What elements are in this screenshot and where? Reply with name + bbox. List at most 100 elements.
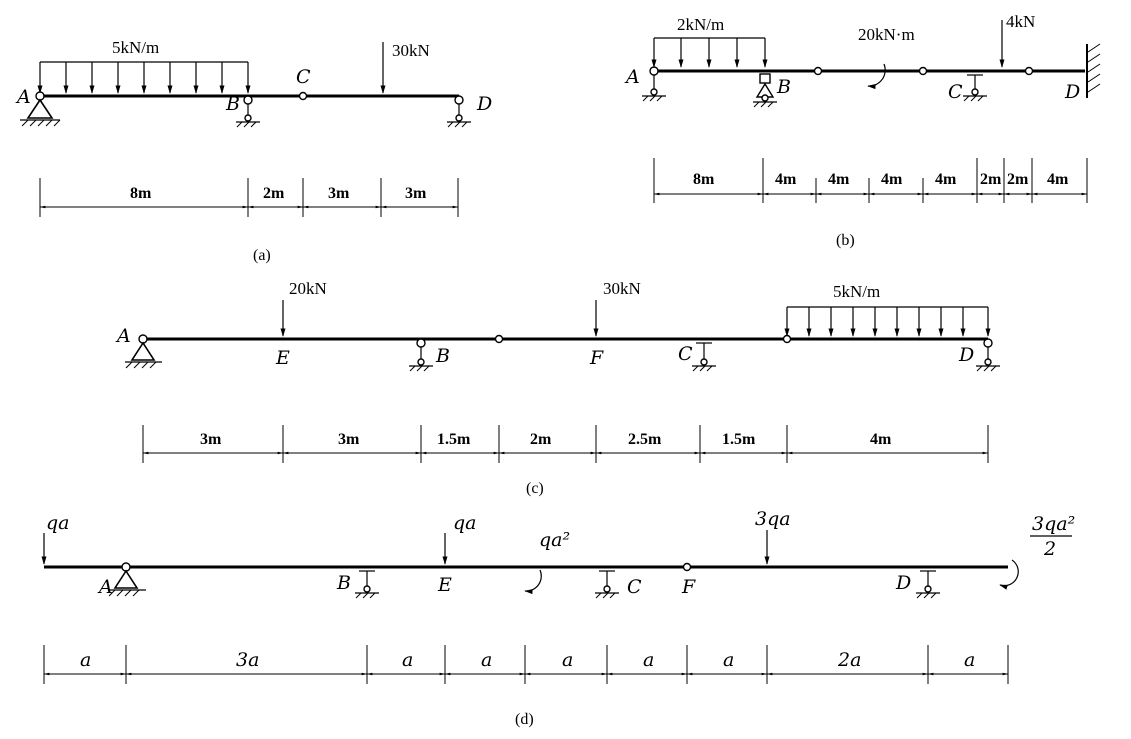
label-c-A: A bbox=[115, 325, 131, 347]
dim-b-2: 4m bbox=[775, 171, 797, 188]
point-load-c-30-label: 30kN bbox=[603, 279, 641, 298]
moment-b-arc bbox=[867, 63, 886, 90]
support-d-c bbox=[976, 338, 1000, 372]
dim-a-2: 2m bbox=[263, 185, 285, 202]
label-d-C: C bbox=[627, 576, 642, 598]
dim-c-4: 2m bbox=[530, 431, 552, 448]
dim-b-1: 8m bbox=[693, 171, 715, 188]
moment-d-end-denominator: 2 bbox=[1043, 538, 1056, 560]
dim-d-8: 2a bbox=[837, 649, 861, 671]
label-b-C: C bbox=[948, 81, 963, 103]
dim-b-5: 4m bbox=[935, 171, 957, 188]
dim-c-7: 4m bbox=[870, 431, 892, 448]
dim-d-6: a bbox=[643, 649, 654, 671]
label-c-C: C bbox=[678, 343, 693, 365]
udl-c bbox=[784, 306, 991, 337]
dim-c-1: 3m bbox=[200, 431, 222, 448]
label-d-D: D bbox=[895, 572, 911, 594]
label-c-E: E bbox=[275, 347, 290, 369]
roller-support-a-b bbox=[642, 66, 666, 102]
label-a-C: C bbox=[296, 66, 311, 88]
caption-b: (b) bbox=[836, 232, 855, 249]
support-c-c bbox=[692, 342, 716, 372]
label-b-A: A bbox=[624, 66, 640, 88]
label-d-F: F bbox=[681, 576, 696, 598]
figure-c: 20kN 30kN 5kN/m A bbox=[115, 279, 1000, 497]
label-a-A: A bbox=[15, 86, 31, 108]
label-a-D: D bbox=[476, 93, 492, 115]
figure-a: 5kN/m 30kN A B C bbox=[15, 38, 492, 264]
caption-c: (c) bbox=[526, 480, 544, 497]
hinge-c-2 bbox=[782, 334, 792, 344]
hinge-b-1 bbox=[813, 66, 823, 76]
caption-d: (d) bbox=[515, 711, 534, 728]
hinge-c-1 bbox=[494, 334, 504, 344]
support-b-b bbox=[753, 73, 777, 108]
pin-support-a-d bbox=[108, 562, 146, 597]
dim-d-1: a bbox=[80, 649, 91, 671]
caption-a: (a) bbox=[253, 247, 271, 264]
point-load-c-20-label: 20kN bbox=[289, 279, 327, 298]
point-load-a-label: 30kN bbox=[392, 41, 430, 60]
dim-a-4: 3m bbox=[405, 185, 427, 202]
udl-a bbox=[37, 61, 251, 94]
label-c-B: B bbox=[435, 345, 450, 367]
support-b-d bbox=[355, 570, 379, 599]
udl-c-label: 5kN/m bbox=[833, 282, 880, 301]
dim-b-6: 2m bbox=[980, 171, 1002, 188]
dimension-line-b bbox=[653, 158, 1088, 203]
dimension-line-c bbox=[142, 425, 989, 463]
moment-d-mid-arc bbox=[524, 569, 542, 595]
dim-d-7: a bbox=[723, 649, 734, 671]
dim-a-3: 3m bbox=[328, 185, 350, 202]
dim-b-8: 4m bbox=[1047, 171, 1069, 188]
label-d-B: B bbox=[336, 572, 351, 594]
dim-d-5: a bbox=[562, 649, 573, 671]
roller-support-b bbox=[236, 95, 260, 128]
dim-c-5: 2.5m bbox=[628, 431, 662, 448]
dim-b-4: 4m bbox=[881, 171, 903, 188]
support-c-b bbox=[963, 74, 987, 102]
dim-b-7: 2m bbox=[1007, 171, 1029, 188]
figure-d: qa qa qa² 3qa 3qa² 2 A B bbox=[41, 508, 1075, 728]
moment-d-end-numerator: 3qa² bbox=[1032, 513, 1075, 535]
udl-b-label: 2kN/m bbox=[677, 15, 724, 34]
label-c-D: D bbox=[958, 344, 974, 366]
hinge-d-f bbox=[682, 562, 692, 572]
dim-c-3: 1.5m bbox=[437, 431, 471, 448]
label-d-E: E bbox=[437, 574, 452, 596]
dim-c-6: 1.5m bbox=[722, 431, 756, 448]
fixed-wall-d bbox=[1086, 43, 1101, 98]
hinge-b-3 bbox=[1024, 66, 1034, 76]
dim-c-2: 3m bbox=[338, 431, 360, 448]
label-b-D: D bbox=[1064, 81, 1080, 103]
point-load-d-left-label: qa bbox=[46, 512, 70, 534]
point-load-d-e-label: qa bbox=[453, 512, 477, 534]
dim-b-3: 4m bbox=[828, 171, 850, 188]
support-c-d bbox=[595, 570, 619, 599]
label-d-A: A bbox=[97, 576, 113, 598]
dim-d-9: a bbox=[964, 649, 975, 671]
label-a-B: B bbox=[225, 93, 240, 115]
dim-a-1: 8m bbox=[130, 185, 152, 202]
moment-d-end-arc bbox=[999, 559, 1019, 590]
hinge-c-a bbox=[298, 91, 308, 101]
point-load-d-3qa-label: 3qa bbox=[755, 508, 791, 530]
moment-d-mid-label: qa² bbox=[539, 529, 570, 551]
pin-support-a-c bbox=[125, 334, 162, 369]
point-load-b-label: 4kN bbox=[1006, 12, 1035, 31]
dim-d-3: a bbox=[402, 649, 413, 671]
support-b-c bbox=[409, 338, 433, 372]
udl-a-label: 5kN/m bbox=[112, 38, 159, 57]
dim-d-2: 3a bbox=[236, 649, 259, 671]
moment-b-label: 20kN·m bbox=[858, 25, 915, 44]
dimension-line-d bbox=[43, 645, 1009, 684]
roller-support-d-a bbox=[447, 95, 471, 128]
label-b-B: B bbox=[776, 76, 791, 98]
udl-b bbox=[651, 37, 768, 68]
dimension-line-a bbox=[39, 178, 459, 217]
support-d-d bbox=[916, 570, 940, 599]
figure-b: 2kN/m 20kN·m 4kN A B bbox=[624, 12, 1101, 249]
hinge-b-2 bbox=[918, 66, 928, 76]
